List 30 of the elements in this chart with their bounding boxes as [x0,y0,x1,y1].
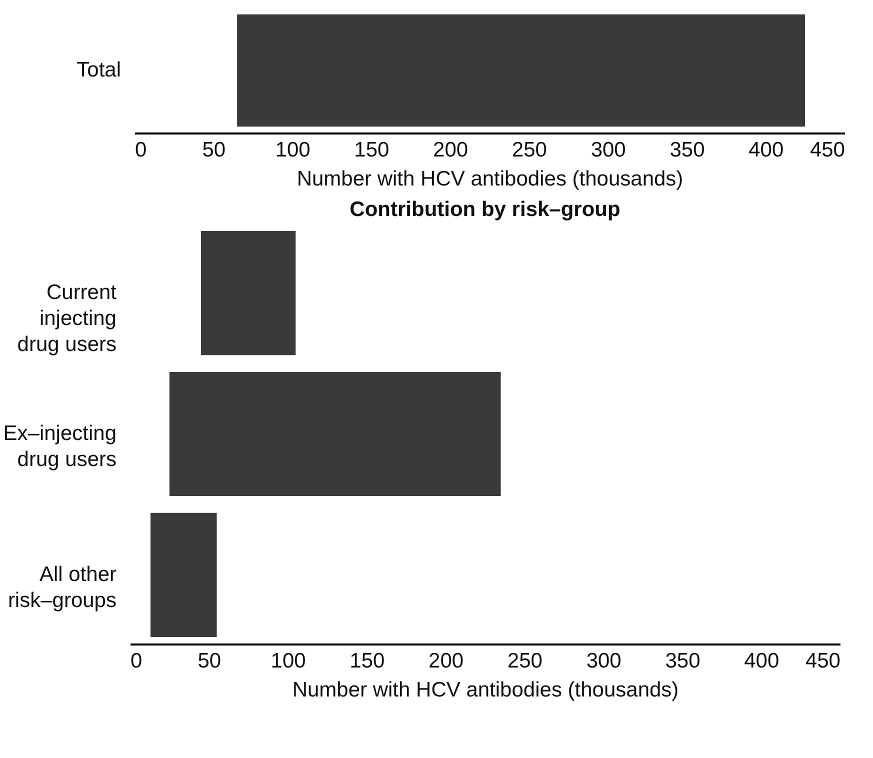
x-tick-label: 450 [805,650,840,672]
x-tick-label: 250 [512,138,547,162]
x-tick-label: 350 [670,138,705,162]
x-tick-label: 300 [590,138,626,162]
x-tick-label: 300 [586,650,622,672]
y-tick-label: All other risk–groups [8,562,116,612]
x-tick-label: 150 [350,650,385,672]
x-axis-title: Number with HCV antibodies (thousands) [296,168,684,190]
y-tick-label: Current injecting drug users [17,281,117,356]
x-tick-label: 100 [275,138,310,162]
x-tick-label: 150 [354,138,390,162]
x-tick-label: 350 [665,650,700,672]
y-tick-label: Ex–injecting drug users [3,422,116,471]
x-tick-label: 400 [744,650,780,672]
x-tick-label: 200 [428,650,464,672]
x-tick-label: 450 [810,138,845,162]
x-tick-label: 400 [748,138,784,162]
bar [201,231,296,356]
x-tick-label: 100 [270,650,306,672]
x-tick-label: 0 [135,138,147,162]
x-tick-label: 200 [433,138,468,162]
x-axis-title: Number with HCV antibodies (thousands) [292,678,679,702]
x-tick-label: 0 [130,650,142,672]
x-tick-label: 50 [202,138,226,162]
x-tick-label: 250 [507,650,542,672]
bar [169,372,501,496]
y-tick-label: Total [76,58,121,82]
x-tick-label: 50 [198,650,222,672]
chart-title: Contribution by risk–group [350,198,620,221]
bar [150,512,217,637]
